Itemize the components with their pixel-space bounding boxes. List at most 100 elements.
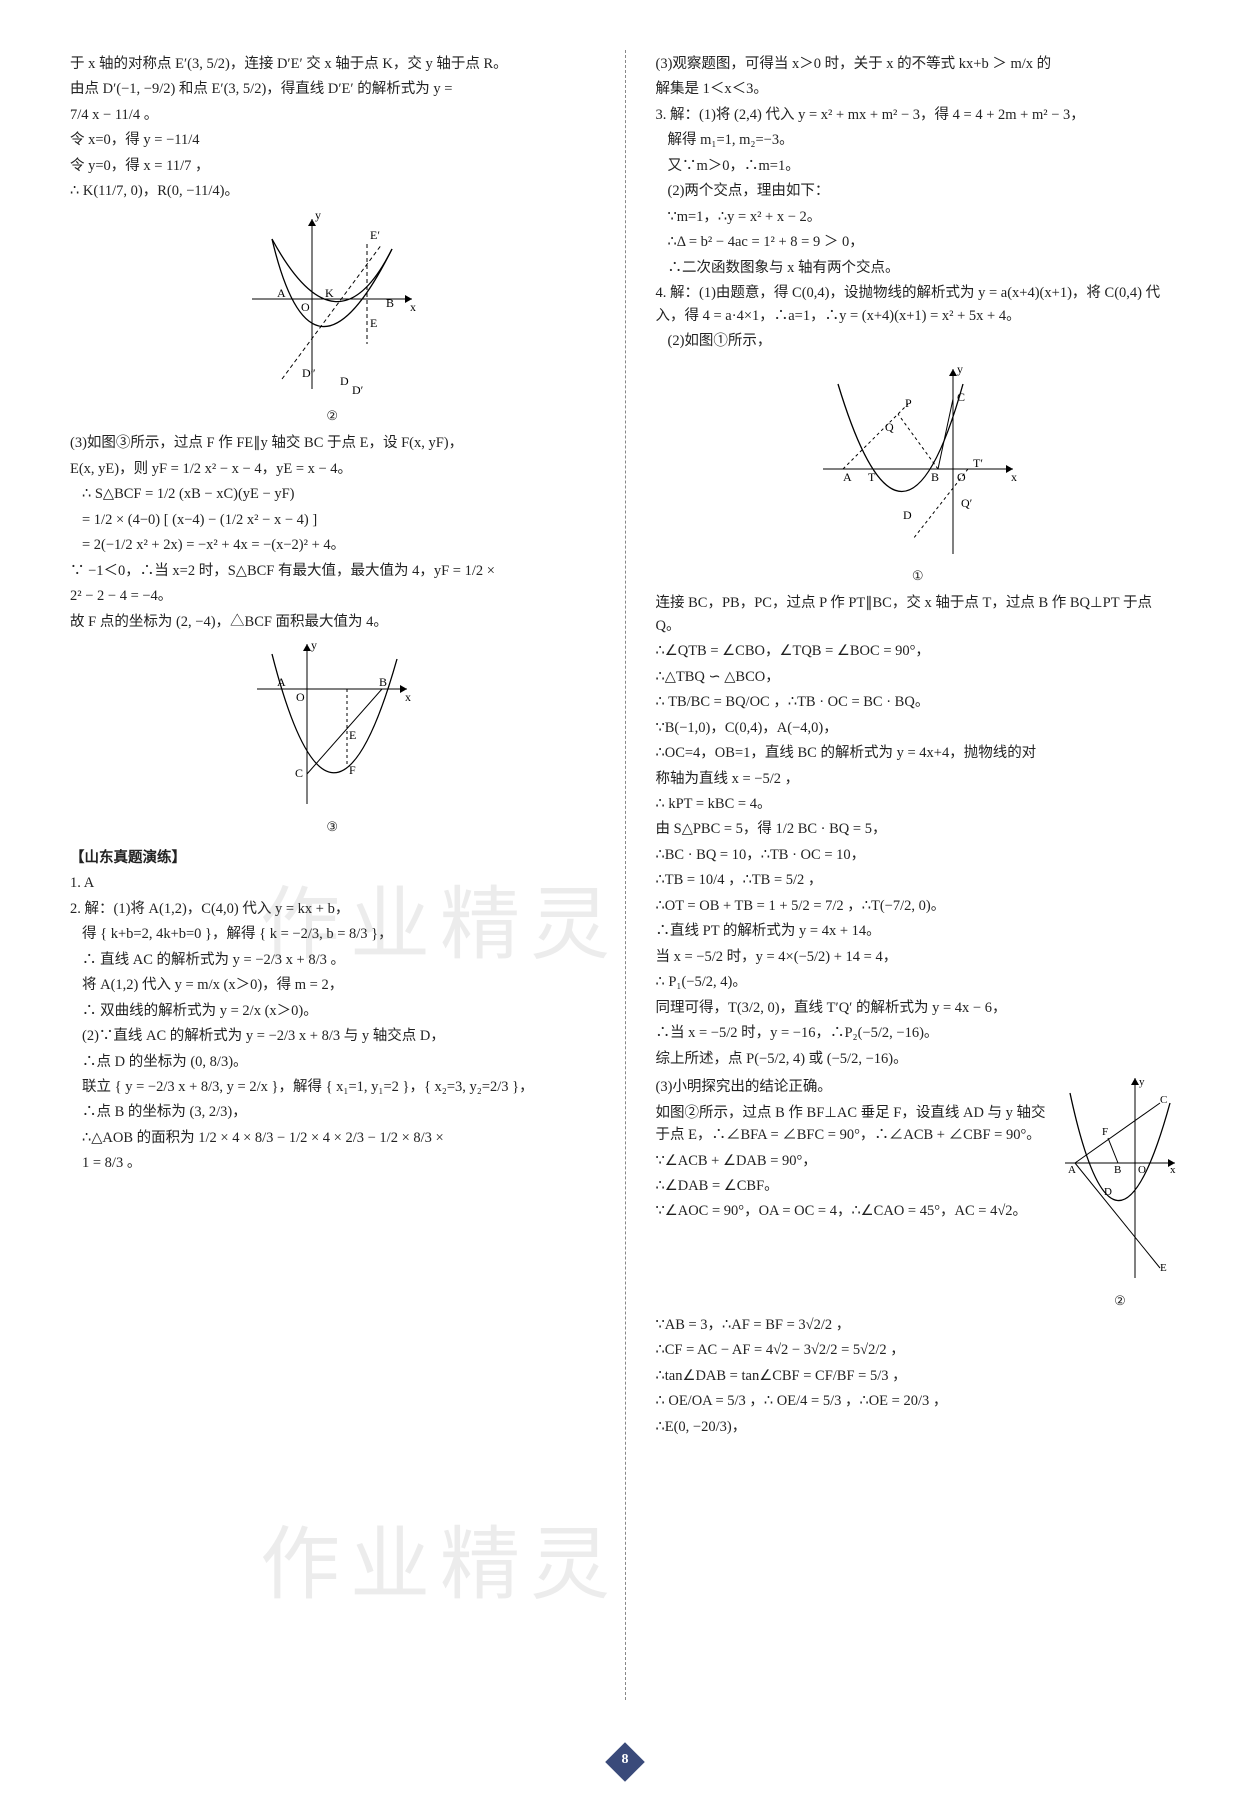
figure-right-1: y x P C Q A T B O T′ Q′ D ① xyxy=(656,359,1181,587)
section-heading: 【山东真题演练】 xyxy=(70,847,595,869)
page-number: 8 xyxy=(605,1752,645,1768)
line: ∵m=1，∴y = x² + x − 2。 xyxy=(656,206,1181,228)
two-column-layout: 于 x 轴的对称点 E′(3, 5/2)，连接 D′E′ 交 x 轴于点 K，交… xyxy=(70,50,1180,1700)
svg-text:B: B xyxy=(931,470,939,484)
line: ∴点 B 的坐标为 (3, 2/3)， xyxy=(70,1101,595,1123)
line: ∴CF = AC − AF = 4√2 − 3√2/2 = 5√2/2 ， xyxy=(656,1339,1181,1361)
line: 同理可得，T(3/2, 0)，直线 T′Q′ 的解析式为 y = 4x − 6， xyxy=(656,997,1181,1019)
line: ∴E(0, −20/3)， xyxy=(656,1416,1181,1438)
line: ∴ OE/OA = 5/3 ，∴ OE/4 = 5/3 ，∴OE = 20/3 … xyxy=(656,1390,1181,1412)
line: 如图②所示，过点 B 作 BF⊥AC 垂足 F，设直线 AD 与 y 轴交于点 … xyxy=(656,1102,1053,1147)
svg-text:B: B xyxy=(386,296,394,310)
line: (3)如图③所示，过点 F 作 FE∥y 轴交 BC 于点 E，设 F(x, y… xyxy=(70,432,595,454)
svg-text:y: y xyxy=(957,362,963,376)
line: ∵∠AOC = 90°，OA = OC = 4，∴∠CAO = 45°，AC =… xyxy=(656,1200,1053,1222)
svg-text:E: E xyxy=(370,316,377,330)
line: 联立 { y = −2/3 x + 8/3, y = 2/x }，解得 { x₁… xyxy=(70,1076,595,1098)
svg-text:E: E xyxy=(349,728,356,742)
svg-text:A: A xyxy=(277,675,286,689)
line: 将 A(1,2) 代入 y = m/x (x＞0)，得 m = 2， xyxy=(70,974,595,996)
line: 称轴为直线 x = −5/2 ， xyxy=(656,768,1181,790)
line: = 1/2 × (4−0) [ (x−4) − (1/2 x² − x − 4)… xyxy=(70,509,595,531)
svg-text:D: D xyxy=(1104,1186,1112,1198)
figure-caption: ② xyxy=(1060,1291,1180,1311)
line: ∴ K(11/7, 0)，R(0, −11/4)。 xyxy=(70,180,595,202)
svg-text:y: y xyxy=(1139,1076,1145,1088)
figure-left-3: y x A O B C E F ③ xyxy=(70,639,595,837)
column-divider xyxy=(625,50,626,1700)
svg-text:A: A xyxy=(1068,1164,1076,1176)
svg-text:D: D xyxy=(340,374,349,388)
line: 综上所述，点 P(−5/2, 4) 或 (−5/2, −16)。 xyxy=(656,1048,1181,1070)
line: ∴Δ = b² − 4ac = 1² + 8 = 9 ＞ 0， xyxy=(656,231,1181,253)
answer-1: 1. A xyxy=(70,872,595,894)
svg-text:O: O xyxy=(296,690,305,704)
line: 连接 BC，PB，PC，过点 P 作 PT∥BC，交 x 轴于点 T，过点 B … xyxy=(656,592,1181,637)
svg-text:D″: D″ xyxy=(302,366,316,380)
line: ∴∠DAB = ∠CBF。 xyxy=(656,1175,1053,1197)
line: 解集是 1＜x＜3。 xyxy=(656,78,1181,100)
svg-text:x: x xyxy=(1170,1164,1176,1176)
svg-text:Q: Q xyxy=(885,420,894,434)
svg-text:x: x xyxy=(405,690,411,704)
line: ∴ 直线 AC 的解析式为 y = −2/3 x + 8/3 。 xyxy=(70,949,595,971)
line: ∴∠QTB = ∠CBO，∠TQB = ∠BOC = 90°， xyxy=(656,640,1181,662)
line: (3)观察题图，可得当 x＞0 时，关于 x 的不等式 kx+b ＞ m/x 的 xyxy=(656,53,1181,75)
line: ∴当 x = −5/2 时，y = −16，∴P₂(−5/2, −16)。 xyxy=(656,1022,1181,1044)
line: 7/4 x − 11/4 。 xyxy=(70,104,595,126)
answer-4: 4. 解：(1)由题意，得 C(0,4)，设抛物线的解析式为 y = a(x+4… xyxy=(656,282,1181,327)
line: = 2(−1/2 x² + 2x) = −x² + 4x = −(x−2)² +… xyxy=(70,534,595,556)
line: 由点 D′(−1, −9/2) 和点 E′(3, 5/2)，得直线 D′E′ 的… xyxy=(70,78,595,100)
line: 故 F 点的坐标为 (2, −4)，△BCF 面积最大值为 4。 xyxy=(70,611,595,633)
text-with-figure: (3)小明探究出的结论正确。 如图②所示，过点 B 作 BF⊥AC 垂足 F，设… xyxy=(656,1073,1181,1311)
line: E(x, yE)，则 yF = 1/2 x² − x − 4，yE = x − … xyxy=(70,458,595,480)
line: ∴OC=4，OB=1，直线 BC 的解析式为 y = 4x+4，抛物线的对 xyxy=(656,742,1181,764)
svg-text:C: C xyxy=(1160,1094,1167,1106)
line: ∴ kPT = kBC = 4。 xyxy=(656,793,1181,815)
svg-text:F: F xyxy=(1102,1126,1108,1138)
figure-caption: ② xyxy=(70,406,595,426)
line: ∵∠ACB + ∠DAB = 90°， xyxy=(656,1150,1053,1172)
figure-left-2: y x A K O B E′ E D″ D D′ ② xyxy=(70,209,595,427)
line: ∴BC · BQ = 10，∴TB · OC = 10， xyxy=(656,844,1181,866)
svg-text:F: F xyxy=(349,763,356,777)
line: (2)∵直线 AC 的解析式为 y = −2/3 x + 8/3 与 y 轴交点… xyxy=(70,1025,595,1047)
line: ∴△TBQ ∽ △BCO， xyxy=(656,666,1181,688)
svg-text:K: K xyxy=(325,286,334,300)
svg-text:O: O xyxy=(1138,1164,1146,1176)
line: ∵B(−1,0)，C(0,4)，A(−4,0)， xyxy=(656,717,1181,739)
page: 作业精灵 作业精灵 于 x 轴的对称点 E′(3, 5/2)，连接 D′E′ 交… xyxy=(0,0,1250,1800)
line: 又∵m＞0，∴m=1。 xyxy=(656,155,1181,177)
line: ∴二次函数图象与 x 轴有两个交点。 xyxy=(656,257,1181,279)
figure-caption: ① xyxy=(656,566,1181,586)
svg-text:O: O xyxy=(301,300,310,314)
line: ∴tan∠DAB = tan∠CBF = CF/BF = 5/3 ， xyxy=(656,1365,1181,1387)
line: ∴ TB/BC = BQ/OC ，∴TB · OC = BC · BQ。 xyxy=(656,691,1181,713)
line: ∵ −1＜0，∴当 x=2 时，S△BCF 有最大值，最大值为 4，yF = 1… xyxy=(70,560,595,582)
svg-text:y: y xyxy=(315,209,321,222)
svg-text:T: T xyxy=(868,470,876,484)
line: 由 S△PBC = 5，得 1/2 BC · BQ = 5， xyxy=(656,818,1181,840)
line: (3)小明探究出的结论正确。 xyxy=(656,1076,1053,1098)
line: 于 x 轴的对称点 E′(3, 5/2)，连接 D′E′ 交 x 轴于点 K，交… xyxy=(70,53,595,75)
line: ∵AB = 3，∴AF = BF = 3√2/2 ， xyxy=(656,1314,1181,1336)
line: ∴△AOB 的面积为 1/2 × 4 × 8/3 − 1/2 × 4 × 2/3… xyxy=(70,1127,595,1149)
line: (2)两个交点，理由如下： xyxy=(656,180,1181,202)
svg-text:A: A xyxy=(277,286,286,300)
right-column: (3)观察题图，可得当 x＞0 时，关于 x 的不等式 kx+b ＞ m/x 的… xyxy=(646,50,1181,1700)
svg-text:y: y xyxy=(311,639,317,652)
line: 得 { k+b=2, 4k+b=0 }，解得 { k = −2/3, b = 8… xyxy=(70,923,595,945)
line: ∴点 D 的坐标为 (0, 8/3)。 xyxy=(70,1051,595,1073)
line: 1 = 8/3 。 xyxy=(70,1152,595,1174)
answer-3: 3. 解：(1)将 (2,4) 代入 y = x² + mx + m² − 3，… xyxy=(656,104,1181,126)
svg-text:C: C xyxy=(957,390,965,404)
figure-right-2: y x C F A B O D E ② xyxy=(1060,1073,1180,1311)
svg-text:P: P xyxy=(905,396,912,410)
line: ∴TB = 10/4 ，∴TB = 5/2 ， xyxy=(656,869,1181,891)
svg-text:B: B xyxy=(1114,1164,1121,1176)
svg-text:x: x xyxy=(1011,470,1017,484)
line: 当 x = −5/2 时，y = 4×(−5/2) + 14 = 4， xyxy=(656,946,1181,968)
left-column: 于 x 轴的对称点 E′(3, 5/2)，连接 D′E′ 交 x 轴于点 K，交… xyxy=(70,50,605,1700)
svg-text:A: A xyxy=(843,470,852,484)
line: ∴ P₁(−5/2, 4)。 xyxy=(656,971,1181,993)
